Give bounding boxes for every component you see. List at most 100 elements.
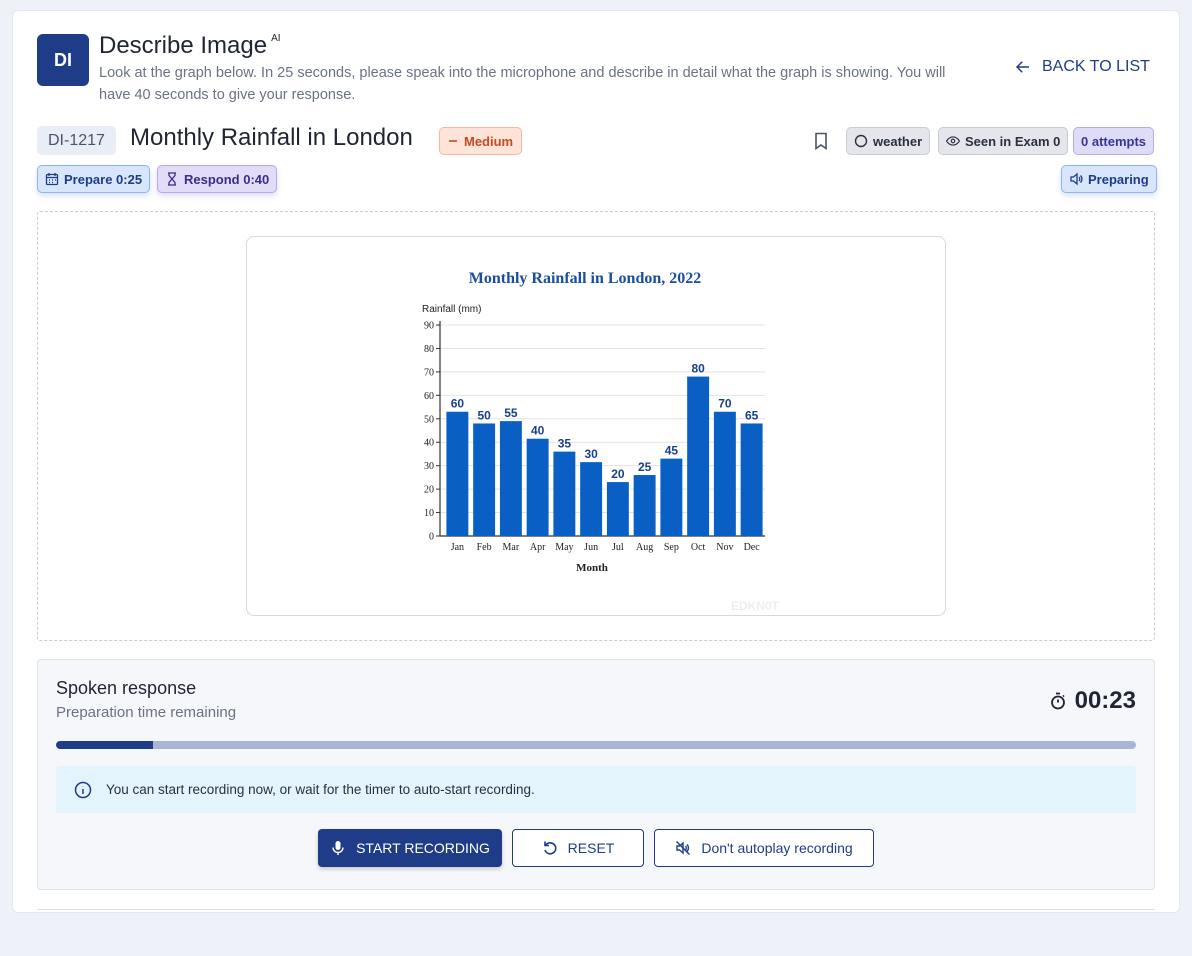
data-label-apr: 40: [531, 424, 545, 438]
status-label: Preparing: [1088, 171, 1149, 187]
data-label-dec: 65: [745, 408, 759, 422]
info-text: You can start recording now, or wait for…: [106, 782, 535, 797]
x-tick-label: Aug: [636, 542, 653, 553]
x-tick-label: Jun: [584, 542, 598, 553]
minus-icon: [449, 140, 457, 142]
timer-value: 00:23: [1074, 687, 1136, 714]
question-title: Monthly Rainfall in London: [130, 124, 413, 151]
bar-jan: [446, 411, 469, 536]
countdown-timer: 00:23: [1049, 687, 1136, 715]
y-tick-label: 90: [424, 321, 434, 332]
bar-sep: [660, 458, 683, 536]
bar-may: [553, 451, 576, 536]
data-label-nov: 70: [718, 397, 732, 411]
x-tick-label: Sep: [664, 542, 679, 553]
x-tick-label: Dec: [744, 542, 761, 553]
bar-dec: [740, 423, 763, 536]
response-subtitle: Preparation time remaining: [56, 704, 237, 721]
y-tick-label: 50: [424, 414, 434, 425]
reset-label: RESET: [567, 840, 615, 856]
seen-in-exam-label: Seen in Exam 0: [965, 133, 1061, 149]
ai-badge: AI: [271, 33, 281, 44]
reset-icon: [543, 841, 557, 855]
autoplay-toggle-button[interactable]: Don't autoplay recording: [654, 829, 874, 867]
topic-tag: weather: [846, 127, 931, 155]
watermark: EDKN0T: [731, 599, 780, 613]
back-to-list-button[interactable]: BACK TO LIST: [1014, 58, 1150, 76]
y-tick-label: 60: [424, 391, 434, 402]
rainfall-bar-chart: Monthly Rainfall in London, 2022 Rainfall…: [422, 270, 780, 613]
autoplay-label: Don't autoplay recording: [701, 840, 853, 856]
speaker-icon: [1070, 172, 1083, 186]
x-tick-label: Oct: [691, 542, 706, 553]
stopwatch-icon: [1050, 692, 1065, 710]
divider: [37, 909, 1155, 910]
bar-feb: [473, 423, 496, 536]
y-tick-label: 80: [424, 344, 434, 355]
data-label-mar: 55: [504, 406, 518, 420]
prepare-time-label: Prepare 0:25: [64, 171, 143, 187]
question-id-badge: DI-1217: [37, 126, 116, 155]
start-recording-label: START RECORDING: [356, 840, 490, 856]
microphone-icon: [332, 841, 344, 855]
chart-frame: Monthly Rainfall in London, 2022 Rainfall…: [246, 236, 946, 616]
y-axis-label: Rainfall (mm): [422, 304, 481, 315]
page-title-text: Describe Image: [99, 32, 268, 59]
bar-nov: [713, 411, 736, 536]
x-tick-label: Jan: [451, 542, 464, 553]
x-tick-label: Mar: [503, 542, 520, 553]
chart-title: Monthly Rainfall in London, 2022: [469, 270, 702, 287]
topic-tag-label: weather: [873, 133, 923, 149]
difficulty-label: Medium: [464, 133, 514, 149]
speaker-muted-icon: [676, 841, 691, 855]
response-title: Spoken response: [56, 678, 197, 698]
prepare-time-pill: Prepare 0:25: [37, 165, 151, 193]
hourglass-icon: [168, 172, 176, 186]
reset-button[interactable]: RESET: [512, 829, 644, 867]
respond-time-label: Respond 0:40: [184, 171, 270, 187]
y-tick-label: 10: [424, 508, 434, 519]
info-banner: You can start recording now, or wait for…: [56, 766, 1136, 813]
info-icon: [74, 781, 92, 798]
bar-jul: [606, 482, 629, 536]
attempts-tag: 0 attempts: [1073, 127, 1155, 155]
arrow-left-icon: [1015, 61, 1029, 73]
calendar-icon: [45, 173, 59, 186]
x-tick-label: Jul: [612, 542, 624, 553]
start-recording-button[interactable]: START RECORDING: [318, 829, 502, 867]
y-tick-label: 20: [424, 485, 434, 496]
bar-aug: [633, 475, 656, 536]
back-to-list-label: BACK TO LIST: [1042, 58, 1150, 75]
data-label-jan: 60: [451, 397, 465, 411]
x-tick-label: May: [555, 542, 573, 553]
data-label-oct: 80: [691, 362, 705, 376]
x-tick-label: Apr: [530, 542, 546, 553]
image-area: [37, 211, 1155, 641]
page-title: Describe Image AI: [99, 32, 281, 60]
task-logo: DI: [37, 34, 89, 86]
seen-in-exam-tag: Seen in Exam 0: [938, 127, 1069, 155]
data-label-jun: 30: [584, 447, 598, 461]
y-tick-label: 0: [429, 532, 434, 543]
x-axis-label: Month: [576, 562, 608, 574]
eye-icon: [946, 136, 960, 146]
data-label-aug: 25: [638, 460, 652, 474]
x-tick-label: Nov: [716, 542, 733, 553]
y-tick-label: 30: [424, 461, 434, 472]
respond-time-pill: Respond 0:40: [157, 165, 278, 193]
progress-fill: [56, 741, 154, 749]
bar-apr: [526, 438, 549, 536]
spoken-response-panel: Spoken response Preparation time remaini…: [37, 659, 1155, 890]
y-tick-label: 40: [424, 438, 434, 449]
difficulty-badge: Medium: [439, 127, 523, 155]
bar-mar: [499, 421, 522, 536]
bar-oct: [687, 376, 710, 536]
bookmark-icon[interactable]: [813, 132, 829, 150]
y-tick-label: 70: [424, 367, 434, 378]
x-tick-label: Feb: [477, 542, 492, 553]
preparation-progress-bar: [56, 741, 1136, 749]
data-label-feb: 50: [477, 408, 491, 422]
circle-icon: [854, 134, 868, 148]
bar-jun: [580, 462, 603, 536]
data-label-jul: 20: [611, 467, 625, 481]
